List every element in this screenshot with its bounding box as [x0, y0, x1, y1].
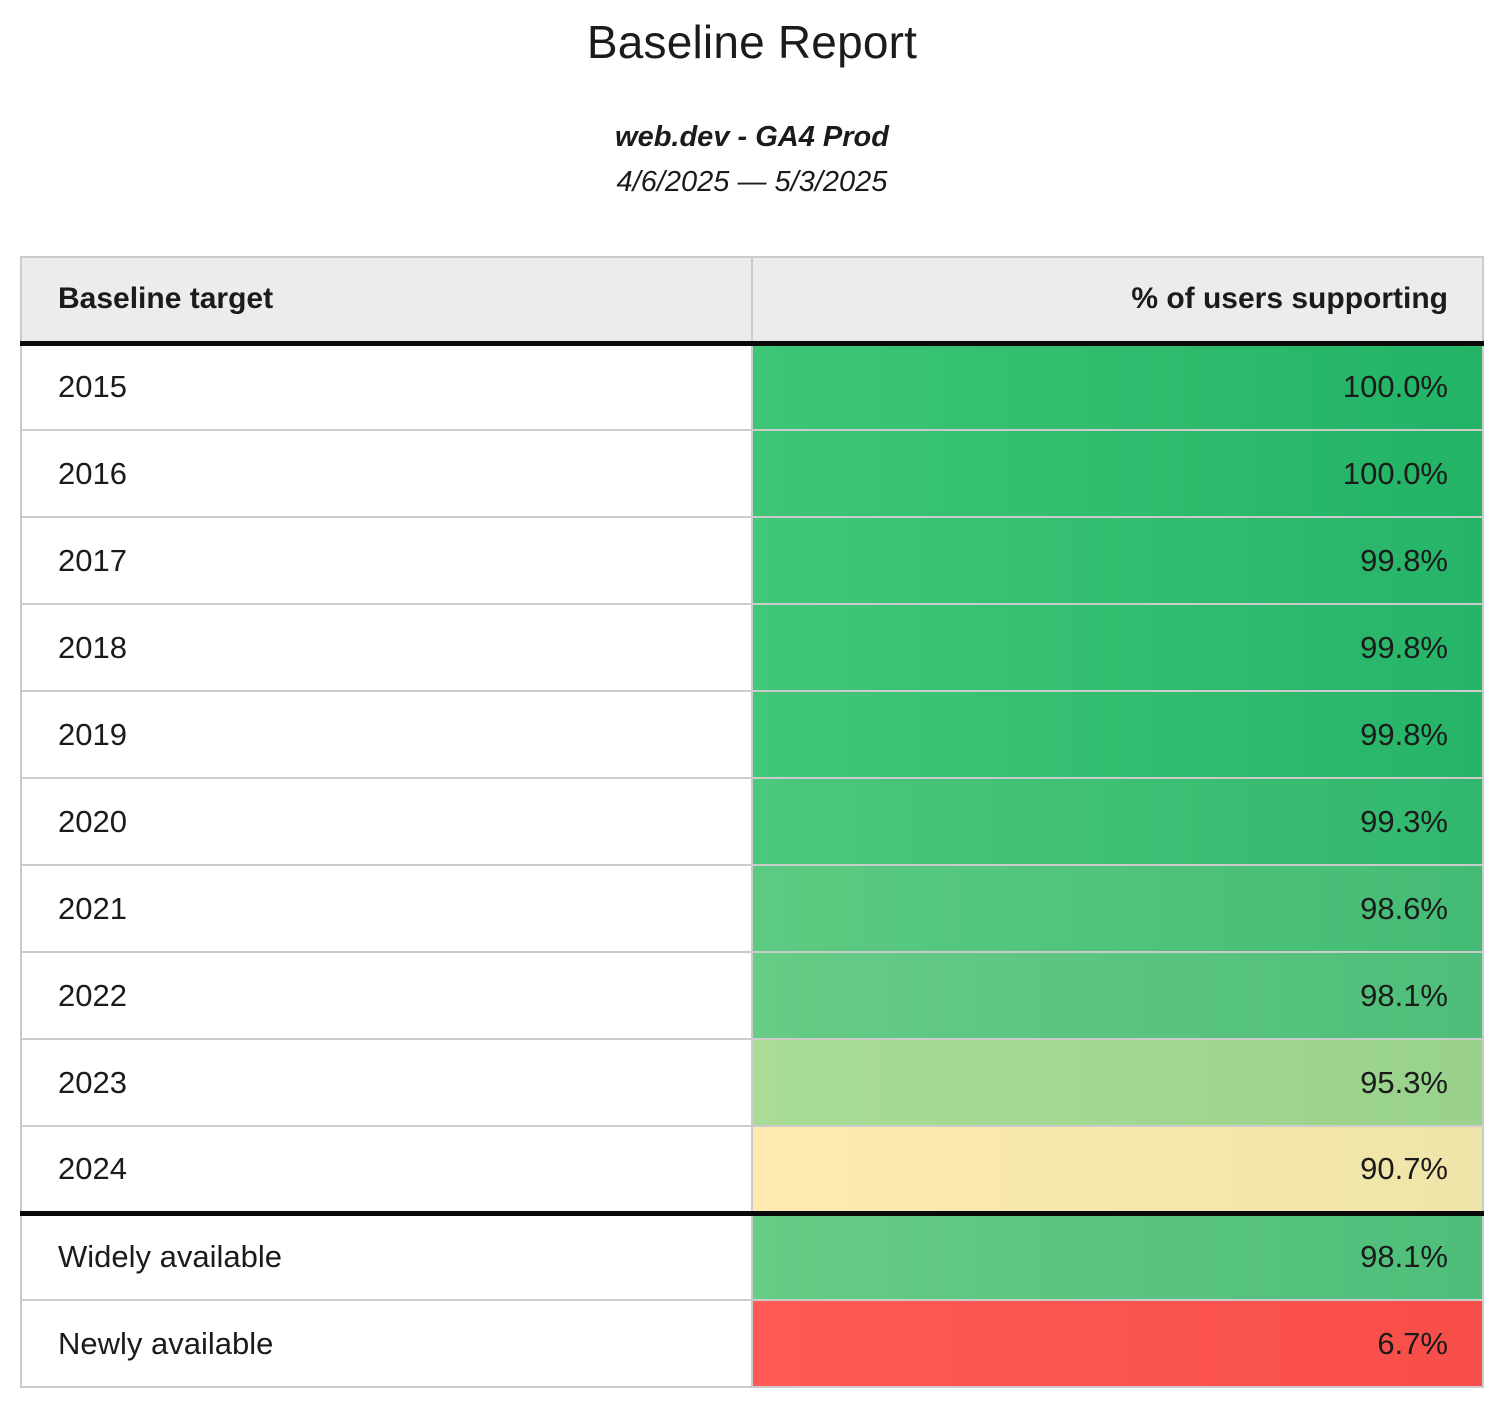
- percent-supporting-cell: 98.1%: [751, 951, 1484, 1040]
- page-title: Baseline Report: [586, 16, 918, 68]
- table-row: 2018 99.8%: [20, 603, 1484, 692]
- baseline-target-cell: 2016: [20, 429, 753, 518]
- table-header-row: Baseline target % of users supporting: [20, 256, 1484, 346]
- baseline-target-cell: 2015: [20, 342, 753, 431]
- percent-supporting-cell: 100.0%: [751, 429, 1484, 518]
- table-row: 2020 99.3%: [20, 777, 1484, 866]
- percent-supporting-cell: 99.8%: [751, 690, 1484, 779]
- percent-supporting-cell: 99.8%: [751, 603, 1484, 692]
- baseline-table: Baseline target % of users supporting 20…: [20, 256, 1484, 1388]
- table-row: Newly available 6.7%: [20, 1299, 1484, 1388]
- percent-supporting-cell: 90.7%: [751, 1125, 1484, 1216]
- percent-supporting-cell: 6.7%: [751, 1299, 1484, 1388]
- baseline-target-cell: 2024: [20, 1125, 753, 1216]
- table-body: 2015 100.0% 2016 100.0% 2017 99.8% 2018 …: [20, 342, 1484, 1388]
- percent-supporting-cell: 98.6%: [751, 864, 1484, 953]
- baseline-target-cell: 2018: [20, 603, 753, 692]
- percent-supporting-cell: 100.0%: [751, 342, 1484, 431]
- table-row: 2019 99.8%: [20, 690, 1484, 779]
- baseline-target-cell: Widely available: [20, 1212, 753, 1301]
- baseline-target-cell: Newly available: [20, 1299, 753, 1388]
- table-row: 2021 98.6%: [20, 864, 1484, 953]
- table-header: Baseline target % of users supporting: [20, 256, 1484, 346]
- table-row: 2022 98.1%: [20, 951, 1484, 1040]
- percent-supporting-cell: 98.1%: [751, 1212, 1484, 1301]
- percent-supporting-cell: 99.8%: [751, 516, 1484, 605]
- table-row: 2024 90.7%: [20, 1125, 1484, 1216]
- percent-supporting-cell: 95.3%: [751, 1038, 1484, 1127]
- baseline-target-cell: 2022: [20, 951, 753, 1040]
- table-row: 2016 100.0%: [20, 429, 1484, 518]
- column-header-users-supporting: % of users supporting: [751, 256, 1484, 346]
- baseline-target-cell: 2019: [20, 690, 753, 779]
- table-row: 2017 99.8%: [20, 516, 1484, 605]
- baseline-target-cell: 2020: [20, 777, 753, 866]
- column-header-baseline-target: Baseline target: [20, 256, 753, 346]
- table-row: 2015 100.0%: [20, 342, 1484, 431]
- report-date-range: 4/6/2025 — 5/3/2025: [616, 165, 888, 198]
- percent-supporting-cell: 99.3%: [751, 777, 1484, 866]
- table-row: 2023 95.3%: [20, 1038, 1484, 1127]
- baseline-target-cell: 2023: [20, 1038, 753, 1127]
- table-row: Widely available 98.1%: [20, 1212, 1484, 1301]
- report-property-subtitle: web.dev - GA4 Prod: [615, 120, 889, 153]
- baseline-target-cell: 2021: [20, 864, 753, 953]
- baseline-target-cell: 2017: [20, 516, 753, 605]
